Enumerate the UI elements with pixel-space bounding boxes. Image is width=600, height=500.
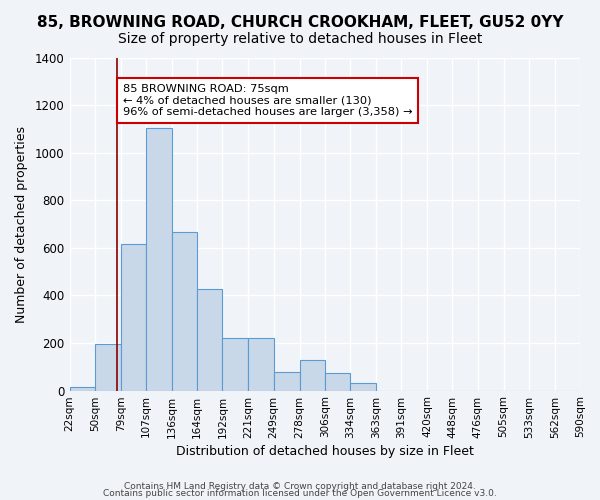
Bar bbox=[70, 387, 95, 390]
Bar bbox=[274, 372, 299, 390]
Text: 85 BROWNING ROAD: 75sqm
← 4% of detached houses are smaller (130)
96% of semi-de: 85 BROWNING ROAD: 75sqm ← 4% of detached… bbox=[122, 84, 412, 117]
Bar bbox=[299, 360, 325, 390]
Text: Size of property relative to detached houses in Fleet: Size of property relative to detached ho… bbox=[118, 32, 482, 46]
Bar bbox=[248, 338, 274, 390]
Bar bbox=[172, 232, 197, 390]
Bar bbox=[146, 128, 172, 390]
Text: Contains HM Land Registry data © Crown copyright and database right 2024.: Contains HM Land Registry data © Crown c… bbox=[124, 482, 476, 491]
Y-axis label: Number of detached properties: Number of detached properties bbox=[15, 126, 28, 322]
Text: Contains public sector information licensed under the Open Government Licence v3: Contains public sector information licen… bbox=[103, 488, 497, 498]
Bar bbox=[325, 372, 350, 390]
Bar bbox=[350, 384, 376, 390]
Bar bbox=[197, 290, 223, 390]
Bar bbox=[223, 338, 248, 390]
X-axis label: Distribution of detached houses by size in Fleet: Distribution of detached houses by size … bbox=[176, 444, 474, 458]
Text: 85, BROWNING ROAD, CHURCH CROOKHAM, FLEET, GU52 0YY: 85, BROWNING ROAD, CHURCH CROOKHAM, FLEE… bbox=[37, 15, 563, 30]
Bar bbox=[95, 344, 121, 391]
Bar bbox=[121, 244, 146, 390]
